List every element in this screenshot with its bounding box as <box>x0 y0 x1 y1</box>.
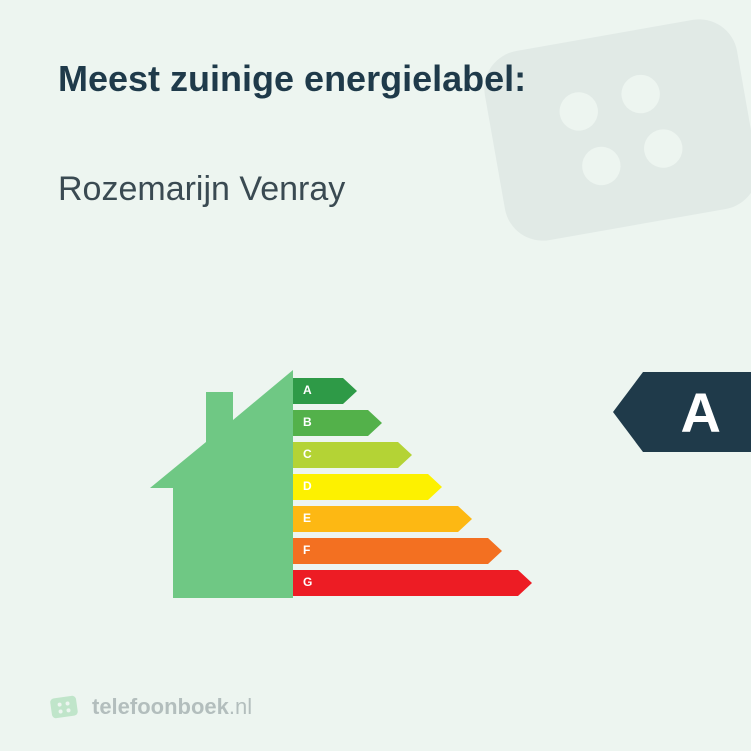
footer-brand: telefoonboek.nl <box>48 691 252 723</box>
label-bar-b: B <box>293 410 532 441</box>
label-bar-e: E <box>293 506 532 537</box>
label-bar-f: F <box>293 538 532 569</box>
bar-letter: E <box>303 511 311 525</box>
brand-bold: telefoonboek <box>92 694 229 719</box>
rating-badge: A <box>643 372 751 452</box>
bar-letter: F <box>303 543 310 557</box>
label-bar-c: C <box>293 442 532 473</box>
bar-letter: C <box>303 447 312 461</box>
bar-letter: G <box>303 575 312 589</box>
rating-letter: A <box>681 380 721 445</box>
label-bar-d: D <box>293 474 532 505</box>
bar-letter: A <box>303 383 312 397</box>
brand-suffix: .nl <box>229 694 252 719</box>
house-icon <box>138 370 293 600</box>
brand-text: telefoonboek.nl <box>92 694 252 720</box>
label-bars: A B C D E F G <box>293 378 532 602</box>
label-bar-a: A <box>293 378 532 409</box>
bar-letter: B <box>303 415 312 429</box>
watermark-logo <box>461 0 751 290</box>
location-name: Rozemarijn Venray <box>58 170 345 209</box>
bar-letter: D <box>303 479 312 493</box>
label-bar-g: G <box>293 570 532 601</box>
brand-icon <box>48 691 80 723</box>
page-title: Meest zuinige energielabel: <box>58 58 526 100</box>
energy-label-diagram: A B C D E F G <box>138 370 618 600</box>
